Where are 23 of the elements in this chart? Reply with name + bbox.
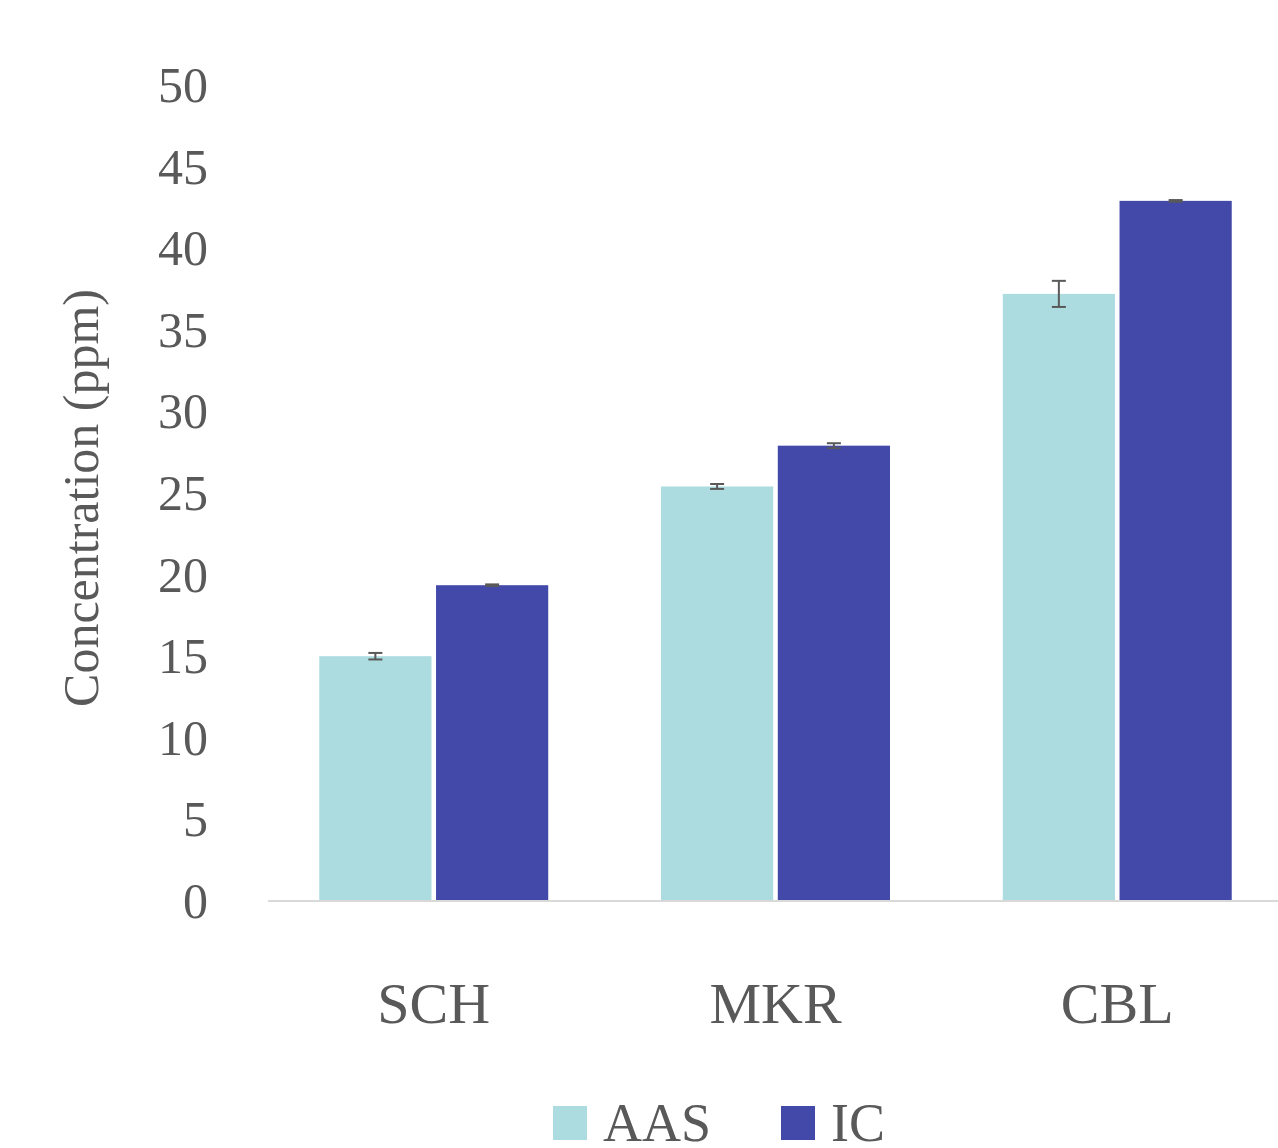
y-axis-title: Concentration (ppm) bbox=[53, 289, 109, 707]
bar bbox=[661, 486, 774, 901]
y-tick-label: 45 bbox=[158, 138, 208, 195]
bar bbox=[1119, 200, 1232, 901]
y-tick-label: 50 bbox=[158, 57, 208, 113]
bar bbox=[319, 656, 432, 901]
y-tick-label: 25 bbox=[158, 465, 208, 521]
y-tick-label: 0 bbox=[183, 873, 208, 929]
legend-label: IC bbox=[831, 1093, 885, 1148]
y-tick-label: 30 bbox=[158, 383, 208, 440]
y-tick-label: 20 bbox=[158, 546, 208, 603]
bar bbox=[1002, 293, 1115, 901]
x-tick-label: CBL bbox=[1060, 970, 1174, 1036]
y-tick-label: 10 bbox=[158, 709, 208, 766]
x-tick-label: MKR bbox=[709, 970, 842, 1036]
legend-label: AAS bbox=[603, 1093, 712, 1148]
y-tick-label: 35 bbox=[158, 301, 208, 358]
y-tick-label: 40 bbox=[158, 220, 208, 277]
y-tick-label: 5 bbox=[183, 791, 208, 848]
bar bbox=[436, 585, 549, 901]
bar bbox=[777, 445, 890, 901]
x-tick-label: SCH bbox=[377, 970, 491, 1036]
y-tick-label: 15 bbox=[158, 628, 208, 685]
